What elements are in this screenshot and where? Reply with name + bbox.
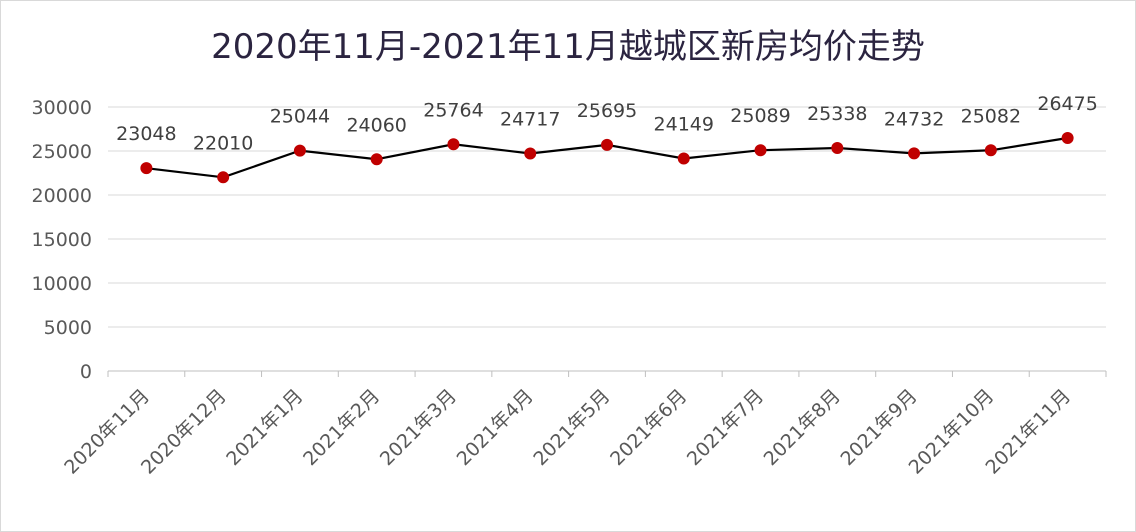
data-point <box>140 162 153 175</box>
data-point <box>524 147 537 160</box>
data-label: 25338 <box>807 103 867 125</box>
data-label: 23048 <box>116 123 176 145</box>
data-point <box>908 147 921 160</box>
data-label: 24060 <box>346 114 406 136</box>
data-point <box>984 144 997 157</box>
series-price <box>140 132 1074 184</box>
data-label: 25044 <box>270 106 330 128</box>
gridlines <box>108 106 1106 328</box>
y-axis: 0 5000 10000 15000 20000 25000 30000 <box>32 97 92 383</box>
data-label: 25082 <box>961 105 1021 127</box>
data-point <box>447 138 460 151</box>
y-tick-label: 25000 <box>32 141 92 163</box>
data-label: 24732 <box>884 108 944 130</box>
y-tick-label: 20000 <box>32 185 92 207</box>
data-point <box>754 144 767 157</box>
data-point <box>293 144 306 157</box>
data-label: 22010 <box>193 132 253 154</box>
data-label: 24717 <box>500 108 560 130</box>
y-tick-label: 0 <box>80 361 92 383</box>
data-point <box>831 142 844 155</box>
data-point <box>217 171 230 184</box>
data-point <box>1061 132 1074 145</box>
chart-title: 2020年11月-2021年11月越城区新房均价走势 <box>211 27 925 67</box>
data-point <box>677 152 690 165</box>
data-point <box>370 153 383 166</box>
data-label: 24149 <box>654 113 714 135</box>
y-tick-label: 10000 <box>32 273 92 295</box>
y-tick-label: 15000 <box>32 229 92 251</box>
data-label: 25764 <box>423 99 483 121</box>
data-label: 25089 <box>730 105 790 127</box>
data-labels: 23048 22010 25044 24060 25764 24717 25695 24149… <box>116 93 1098 154</box>
data-label: 26475 <box>1037 93 1097 115</box>
y-tick-label: 5000 <box>44 317 92 339</box>
data-point <box>601 138 613 151</box>
data-label: 25695 <box>577 100 637 122</box>
y-tick-label: 30000 <box>32 97 92 119</box>
